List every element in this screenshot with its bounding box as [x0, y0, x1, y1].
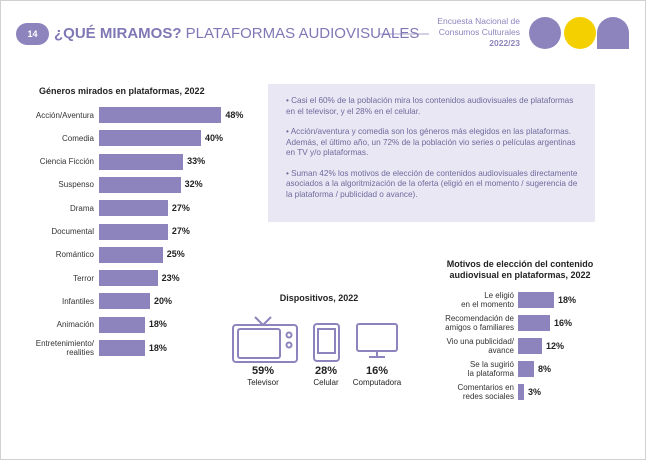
value-label: 12% [546, 340, 565, 351]
value-label: 18% [148, 342, 167, 353]
category-label: Terror [73, 273, 94, 283]
category-label: Computadora [352, 378, 402, 387]
category-label: Comedia [61, 133, 94, 143]
value-label: 18% [148, 319, 167, 330]
value-label: 8% [538, 363, 552, 374]
value-label: 48% [225, 109, 244, 120]
value-label: 16% [365, 365, 389, 377]
bar [99, 246, 163, 263]
category-label: Suspenso [58, 180, 94, 190]
value-label: 40% [205, 132, 224, 143]
bar [518, 338, 542, 354]
note: • Casi el 60% de la población mira los c… [286, 96, 574, 116]
survey: Encuesta Nacional de Consumos Culturales… [421, 16, 520, 49]
value-label: 32% [184, 179, 203, 190]
bar [518, 315, 550, 331]
category-label: Acción/Aventura [35, 110, 94, 120]
value-label: 33% [187, 156, 206, 167]
note: • Suman 42% los motivos de elección de c… [286, 168, 578, 199]
device-icons [232, 316, 398, 363]
survey-line: Encuesta Nacional de [437, 16, 520, 26]
category-label: Le eligió en el momento [461, 291, 514, 309]
page-number: 14 [27, 29, 38, 39]
chart-title: Géneros mirados en plataformas, 2022 [39, 86, 205, 96]
bar [99, 293, 150, 310]
category-label: Recomendación de amigos o familiares [445, 314, 514, 332]
bar [518, 292, 554, 308]
bar [99, 316, 145, 333]
category-label: Infantiles [61, 296, 94, 306]
title-bold: ¿QUÉ MIRAMOS? [54, 25, 182, 42]
category-label: Vio una publicidad/ avance [446, 337, 514, 355]
category-label: Se la sugirió la plataforma [467, 360, 514, 378]
chart-title: Dispositivos, 2022 [279, 293, 359, 303]
category-label: Ciencia Ficción [39, 157, 94, 167]
category-label: Documental [51, 227, 94, 236]
category-label: Romántico [55, 250, 94, 260]
value-label: 16% [554, 317, 573, 328]
bar [99, 130, 201, 147]
page-pill [16, 23, 49, 45]
value-label: 20% [154, 295, 173, 306]
value-label: 3% [528, 386, 542, 397]
bar [518, 361, 534, 377]
title-rest: PLATAFORMAS AUDIOVISUALES [185, 25, 420, 42]
category-label: Comentarios en redes sociales [457, 383, 514, 401]
note: • Acción/aventura y comedia son los géne… [286, 127, 576, 157]
notes-box: • Casi el 60% de la población mira los c… [268, 84, 595, 222]
survey-line: Consumos Culturales [438, 27, 520, 37]
bar [99, 270, 158, 287]
category-label: Entretenimiento/ realities [35, 339, 94, 357]
page-title: ¿QUÉ MIRAMOS? PLATAFORMAS AUDIOVISUALES [54, 25, 419, 42]
survey-year: 2022/23 [489, 38, 520, 48]
category-label: Celular [313, 378, 339, 387]
bar [99, 176, 181, 193]
value-label: 23% [161, 272, 180, 283]
bar [99, 107, 222, 123]
bar [518, 384, 524, 400]
chart-title: Motivos de elección del contenido audiov… [446, 259, 594, 280]
value-label: 27% [171, 202, 190, 213]
category-label: Animación [56, 320, 94, 330]
value-label: 28% [314, 365, 338, 377]
category-label: Drama [69, 203, 94, 213]
bar [99, 223, 168, 240]
bar [99, 200, 168, 217]
value-label: 27% [171, 226, 190, 236]
value-label: 59% [251, 365, 275, 377]
bar [99, 340, 145, 356]
category-label: Televisor [247, 378, 279, 387]
bar [99, 153, 184, 170]
value-label: 18% [558, 294, 577, 305]
value-label: 25% [166, 249, 185, 260]
